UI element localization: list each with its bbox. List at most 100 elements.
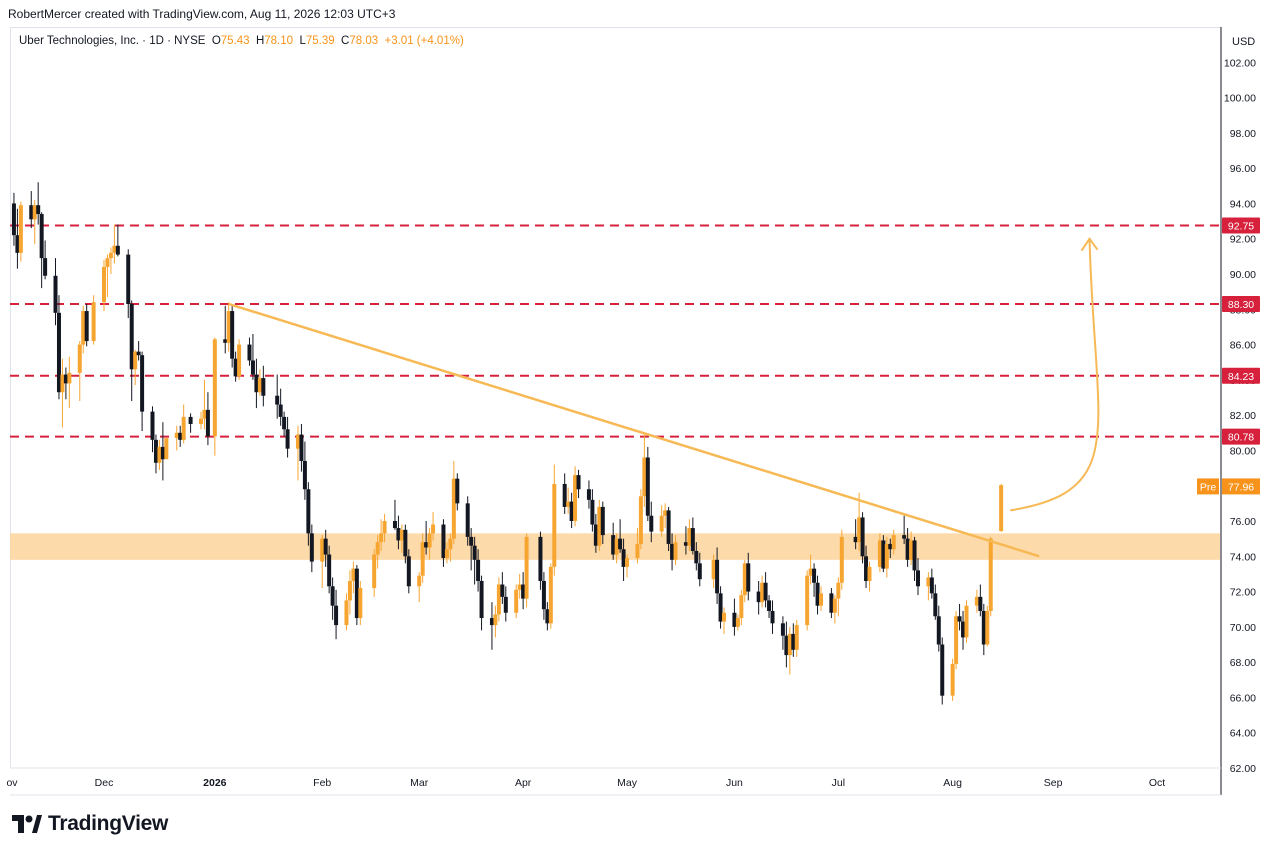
candle-body[interactable] xyxy=(115,245,120,255)
candle-body[interactable] xyxy=(358,588,363,619)
candle-body[interactable] xyxy=(226,311,231,343)
candle-body[interactable] xyxy=(573,475,578,521)
candle-body[interactable] xyxy=(417,575,422,587)
candle-body[interactable] xyxy=(687,528,692,546)
candle-body[interactable] xyxy=(815,582,820,606)
candle-body[interactable] xyxy=(153,439,158,463)
candle-body[interactable] xyxy=(926,577,931,587)
candle-body[interactable] xyxy=(770,610,775,624)
candle-body[interactable] xyxy=(566,501,571,507)
candle-body[interactable] xyxy=(642,457,647,497)
candle-body[interactable] xyxy=(625,558,630,567)
candle-body[interactable] xyxy=(306,489,311,534)
candle-body[interactable] xyxy=(888,543,893,550)
candle-body[interactable] xyxy=(819,593,824,606)
candle-body[interactable] xyxy=(767,600,772,611)
candle-body[interactable] xyxy=(39,214,44,259)
candle-body[interactable] xyxy=(590,499,595,525)
candle-body[interactable] xyxy=(524,536,529,599)
candle-body[interactable] xyxy=(448,538,453,550)
candle-body[interactable] xyxy=(732,612,737,627)
candle-body[interactable] xyxy=(538,536,543,581)
candle-body[interactable] xyxy=(694,550,699,564)
candle-body[interactable] xyxy=(396,528,401,541)
candle-body[interactable] xyxy=(784,635,789,656)
candle-body[interactable] xyxy=(794,625,799,650)
candle-body[interactable] xyxy=(351,568,356,581)
candle-body[interactable] xyxy=(593,524,598,546)
candle-body[interactable] xyxy=(909,540,914,560)
candle-body[interactable] xyxy=(382,521,387,534)
candle-body[interactable] xyxy=(638,496,643,544)
candle-body[interactable] xyxy=(32,205,37,220)
candle-body[interactable] xyxy=(763,582,768,601)
candle-body[interactable] xyxy=(375,542,380,555)
candle-body[interactable] xyxy=(36,205,41,215)
candle-body[interactable] xyxy=(860,517,865,557)
candle-body[interactable] xyxy=(126,254,131,304)
candle-body[interactable] xyxy=(503,596,508,613)
candle-body[interactable] xyxy=(334,605,339,626)
candle-body[interactable] xyxy=(756,591,761,603)
candle-body[interactable] xyxy=(988,538,993,611)
candle-body[interactable] xyxy=(517,584,522,590)
candle-body[interactable] xyxy=(974,596,979,606)
candle-body[interactable] xyxy=(722,612,727,622)
candle-body[interactable] xyxy=(981,610,986,645)
candle-body[interactable] xyxy=(600,506,605,536)
candle-body[interactable] xyxy=(129,303,134,370)
candle-body[interactable] xyxy=(621,549,626,567)
candle-body[interactable] xyxy=(746,563,751,592)
candle-body[interactable] xyxy=(940,644,945,696)
candle-body[interactable] xyxy=(108,252,113,259)
candle-body[interactable] xyxy=(136,351,141,356)
candle-body[interactable] xyxy=(330,586,335,606)
candle-body[interactable] xyxy=(424,542,429,548)
candle-body[interactable] xyxy=(614,538,619,555)
candle-body[interactable] xyxy=(496,584,501,615)
candle-body[interactable] xyxy=(188,416,193,424)
candle-body[interactable] xyxy=(739,595,744,619)
candle-body[interactable] xyxy=(327,554,332,587)
candle-body[interactable] xyxy=(548,566,553,624)
candle-body[interactable] xyxy=(978,596,983,611)
candle-body[interactable] xyxy=(178,432,183,440)
candle-body[interactable] xyxy=(735,618,740,627)
candle-body[interactable] xyxy=(133,351,138,370)
candle-body[interactable] xyxy=(936,616,941,645)
candle-body[interactable] xyxy=(102,266,106,303)
candle-body[interactable] xyxy=(999,485,1004,532)
candle-body[interactable] xyxy=(469,536,474,546)
candle-body[interactable] xyxy=(569,501,574,521)
candle-body[interactable] xyxy=(877,540,882,567)
tradingview-brand[interactable]: TradingView xyxy=(12,812,168,836)
candle-body[interactable] xyxy=(344,600,349,626)
candle-body[interactable] xyxy=(576,475,581,490)
candle-body[interactable] xyxy=(441,524,446,559)
candle-body[interactable] xyxy=(715,559,720,594)
candle-body[interactable] xyxy=(43,258,48,276)
candle-body[interactable] xyxy=(105,258,110,267)
candle-body[interactable] xyxy=(697,563,702,580)
candle-body[interactable] xyxy=(444,549,449,559)
candle-body[interactable] xyxy=(690,528,695,551)
candle-body[interactable] xyxy=(514,589,519,613)
candle-body[interactable] xyxy=(261,378,266,396)
candle-body[interactable] xyxy=(867,566,872,581)
candle-body[interactable] xyxy=(29,205,34,220)
candle-body[interactable] xyxy=(285,429,290,449)
candle-body[interactable] xyxy=(780,623,785,636)
candle-body[interactable] xyxy=(884,543,889,569)
currency-label[interactable]: USD xyxy=(1232,36,1256,48)
candle-body[interactable] xyxy=(181,416,186,440)
candle-body[interactable] xyxy=(205,409,210,437)
candle-body[interactable] xyxy=(399,529,404,541)
candle-body[interactable] xyxy=(160,446,165,460)
candle-body[interactable] xyxy=(403,529,408,557)
candle-body[interactable] xyxy=(985,610,990,645)
candle-body[interactable] xyxy=(493,614,498,626)
candle-body[interactable] xyxy=(933,593,938,617)
candle-body[interactable] xyxy=(250,360,255,375)
candle-body[interactable] xyxy=(67,372,72,384)
